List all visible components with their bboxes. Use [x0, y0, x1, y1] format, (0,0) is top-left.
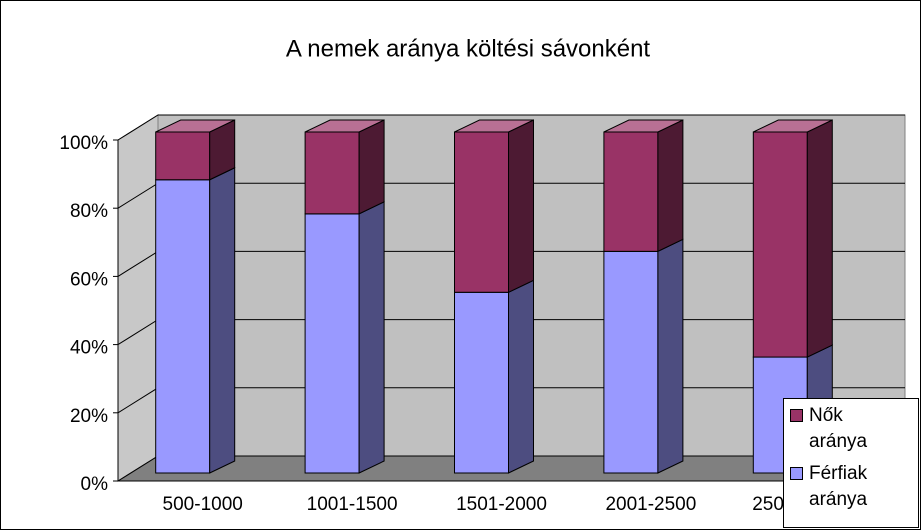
bar-side [806, 119, 833, 358]
bar-front [603, 131, 659, 252]
bar-front [603, 250, 659, 474]
bar-top [603, 119, 684, 133]
bar-front [454, 131, 509, 293]
bar-side [657, 238, 684, 474]
legend-label: Férfiak aránya [809, 463, 868, 510]
bar-front [155, 179, 211, 474]
side-wall [117, 114, 159, 482]
grid-line [117, 114, 905, 141]
bar-side [508, 279, 534, 474]
legend-item: Férfiak aránya [790, 461, 912, 513]
y-tick-label: 40% [70, 338, 108, 359]
legend-swatch [790, 409, 803, 422]
bar-top [454, 119, 534, 133]
x-tick-label: 2001-2500 [605, 494, 696, 515]
legend-label: Nők aránya [809, 405, 868, 452]
legend: Nők aránya Férfiak aránya [783, 398, 919, 528]
bar-top [304, 119, 385, 133]
x-tick-label: 1001-1500 [307, 494, 398, 515]
y-tick-label: 60% [70, 269, 108, 290]
bar-top [753, 119, 833, 133]
legend-swatch [790, 467, 803, 480]
y-tick-label: 80% [70, 201, 108, 222]
x-tick-label: 1501-2000 [456, 494, 547, 515]
chart-title: A nemek aránya költési sávonként [286, 35, 651, 62]
x-tick-label: 500-1000 [163, 494, 243, 515]
y-tick-label: 20% [70, 406, 108, 427]
bar-front [304, 213, 360, 474]
bar-front [304, 131, 360, 215]
bar-side [657, 119, 684, 253]
bar-front [155, 131, 211, 181]
bar-side [358, 201, 385, 474]
y-tick-label: 0% [81, 474, 109, 495]
legend-item: Nők aránya [790, 403, 912, 455]
bar-side [358, 119, 385, 215]
bar-top [155, 119, 235, 133]
bar-side [508, 119, 534, 294]
y-tick-label: 100% [59, 133, 108, 154]
bar-front [454, 291, 509, 474]
bar-front [752, 131, 808, 358]
bar-side [209, 166, 236, 474]
